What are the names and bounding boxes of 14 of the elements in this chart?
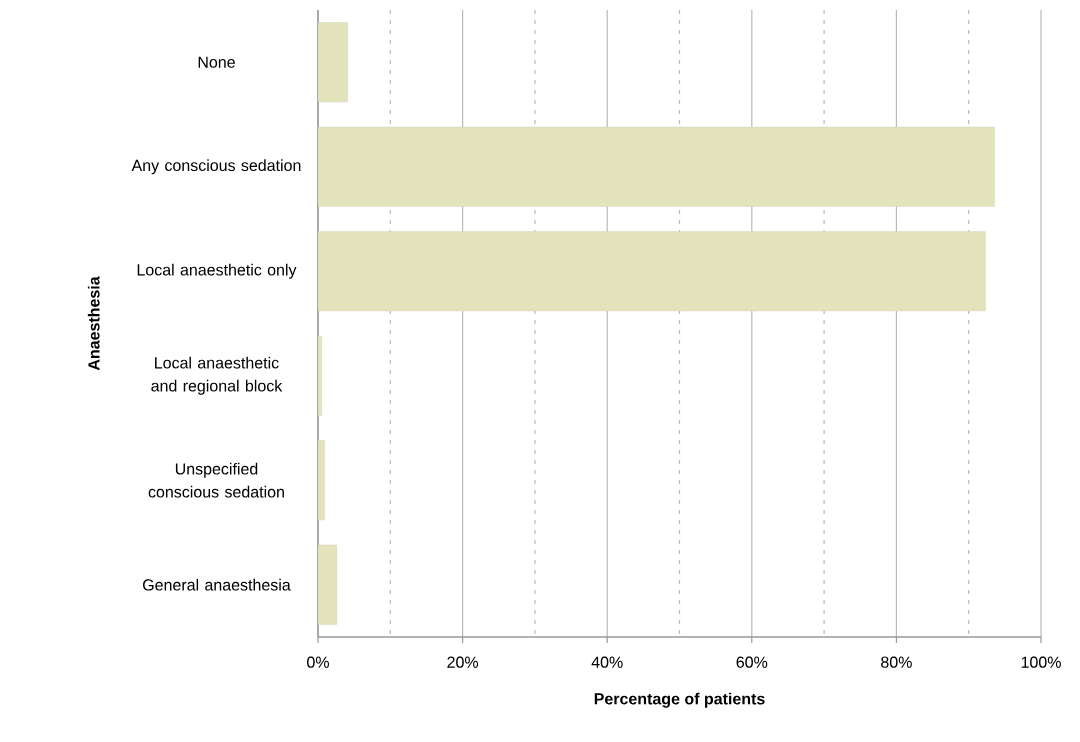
y-tick-label: None (198, 56, 235, 68)
y-tick-label: Local anaesthetic only (137, 263, 297, 279)
y-axis-title: Anaesthesia (87, 276, 100, 371)
x-tick-label: 100% (1021, 656, 1061, 668)
y-tick-label: Unspecified conscious sedation (148, 462, 284, 498)
x-tick-label: 20% (447, 656, 479, 668)
x-tick-label: 80% (881, 656, 912, 668)
x-tick-label: 0% (307, 656, 329, 668)
y-tick-label: Local anaesthetic and regional block (151, 356, 283, 395)
y-tick-label: Any conscious sedation (131, 159, 301, 175)
y-tick-label: General anaesthesia (143, 578, 291, 591)
x-tick-label: 60% (736, 656, 768, 668)
x-tick-label: 40% (591, 656, 623, 668)
x-axis-title: Percentage of patients (594, 692, 765, 708)
